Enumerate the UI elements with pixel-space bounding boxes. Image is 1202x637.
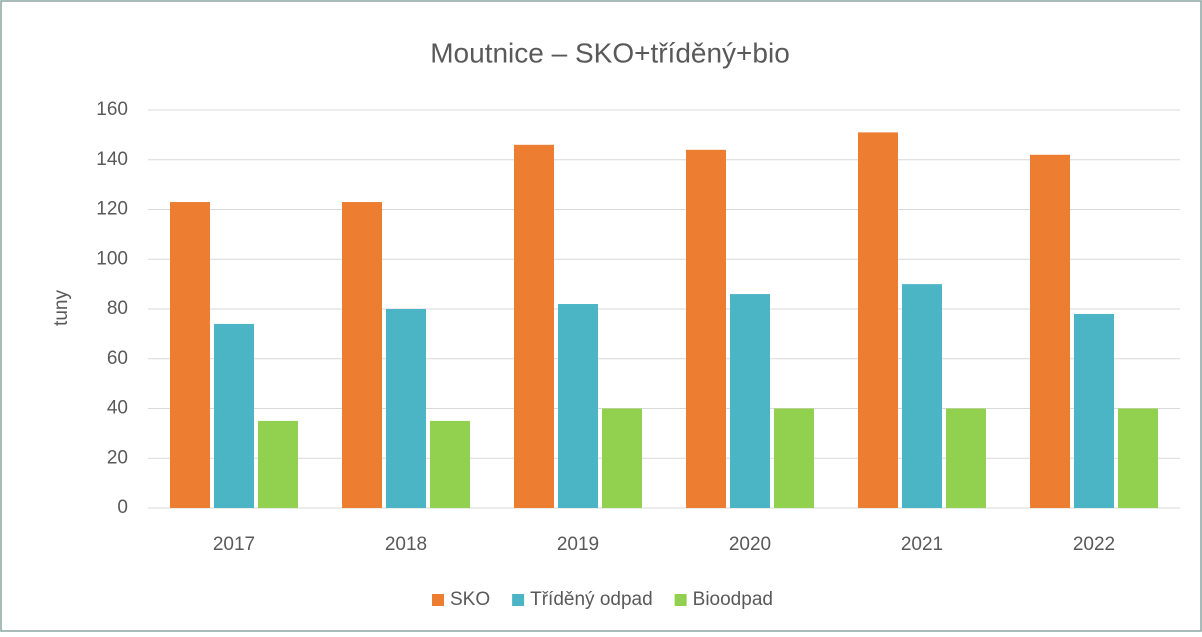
legend-swatch [432, 594, 444, 606]
bar [602, 408, 642, 508]
bar [386, 309, 426, 508]
legend-label: Tříděný odpad [530, 589, 653, 610]
y-tick-label: 120 [96, 199, 128, 220]
bar [730, 294, 770, 508]
x-tick-label: 2022 [1073, 534, 1115, 555]
bar [1118, 408, 1158, 508]
bar [1074, 313, 1114, 508]
x-tick-label: 2020 [729, 534, 771, 555]
legend-label: SKO [450, 589, 490, 610]
y-tick-label: 0 [117, 497, 128, 518]
y-tick-label: 140 [96, 149, 128, 170]
y-tick-label: 20 [107, 447, 128, 468]
bar [430, 420, 470, 508]
y-tick-label: 60 [107, 348, 128, 369]
legend-swatch [512, 594, 525, 606]
bar [342, 202, 382, 508]
bar [170, 202, 210, 508]
bar [1030, 154, 1070, 508]
y-tick-label: 80 [107, 298, 128, 319]
x-tick-label: 2018 [385, 534, 427, 555]
bar [774, 408, 814, 508]
legend-swatch [674, 594, 687, 606]
y-axis-label: tuny [51, 290, 72, 326]
x-tick-label: 2021 [901, 534, 943, 555]
bar [946, 408, 986, 508]
bar [214, 323, 254, 508]
y-tick-label: 40 [107, 398, 128, 419]
bar [558, 304, 598, 508]
chart-title: Moutnice – SKO+tříděný+bio [430, 37, 790, 68]
bar [902, 284, 942, 508]
bar [258, 420, 298, 508]
x-tick-label: 2017 [213, 534, 255, 555]
legend-label: Bioodpad [693, 589, 773, 610]
bar [858, 132, 898, 508]
bar [514, 144, 554, 508]
x-tick-label: 2019 [557, 534, 599, 555]
y-tick-label: 160 [96, 99, 128, 120]
bar [686, 149, 726, 509]
y-tick-label: 100 [96, 248, 128, 269]
